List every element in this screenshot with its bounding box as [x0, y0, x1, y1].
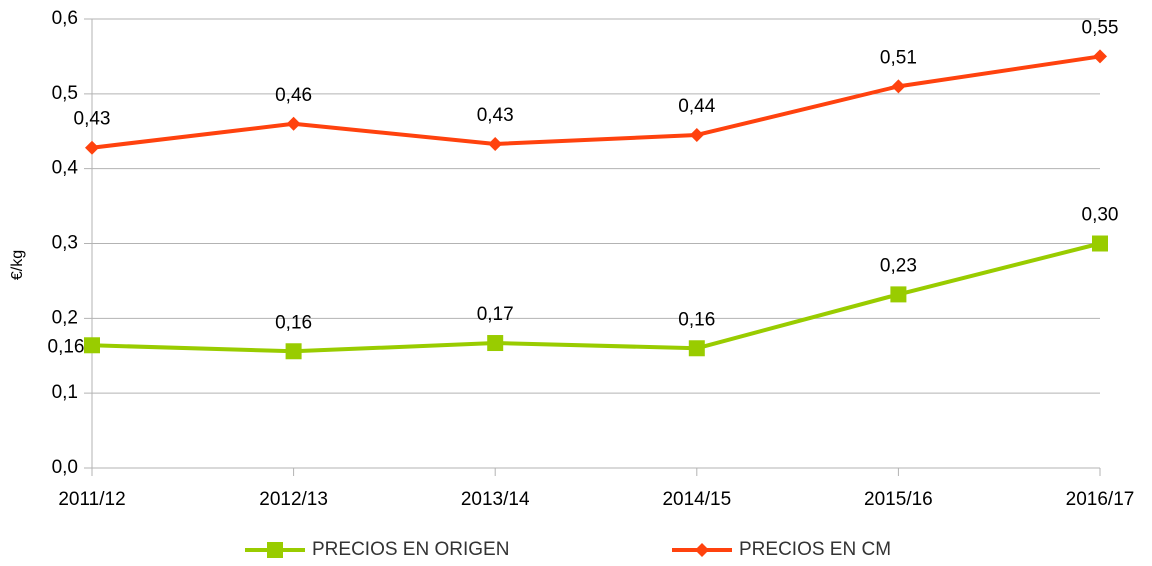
y-tick-label: 0,4 [52, 158, 79, 179]
data-point [84, 337, 100, 354]
data-label: 0,16 [678, 309, 715, 330]
data-point [286, 116, 301, 131]
data-label: 0,30 [1082, 205, 1119, 226]
x-tick-label: 2015/16 [864, 489, 933, 510]
data-point [890, 286, 907, 303]
data-point [688, 340, 705, 357]
data-label: 0,43 [74, 109, 111, 130]
y-axis-label: €/kg [9, 250, 26, 280]
data-label: 0,23 [880, 255, 917, 276]
data-point [1093, 49, 1107, 64]
x-tick-label: 2012/13 [259, 489, 328, 510]
y-tick-label: 0,1 [52, 382, 78, 403]
x-tick-label: 2011/12 [58, 489, 125, 510]
data-point [285, 343, 302, 360]
data-label: 0,16 [48, 336, 85, 357]
y-tick-label: 0,5 [52, 83, 78, 104]
y-tick-label: 0,0 [52, 457, 78, 478]
data-label: 0,51 [880, 47, 917, 68]
series-line [91, 54, 1101, 150]
data-label: 0,55 [1082, 17, 1119, 38]
data-point [488, 136, 503, 151]
x-tick-label: 2013/14 [461, 489, 530, 510]
data-label: 0,44 [678, 96, 715, 117]
data-label: 0,16 [275, 312, 312, 333]
series-line [91, 241, 1101, 354]
data-point [487, 335, 504, 352]
data-label: 0,43 [477, 105, 514, 126]
data-point [1092, 235, 1108, 252]
legend-marker [267, 542, 283, 558]
y-tick-label: 0,6 [52, 8, 78, 29]
x-tick-label: 2016/17 [1066, 489, 1135, 510]
data-label: 0,46 [275, 85, 312, 106]
data-point [689, 127, 704, 142]
data-label: 0,17 [477, 304, 514, 325]
data-point [85, 140, 99, 155]
legend-label: PRECIOS EN ORIGEN [312, 539, 509, 560]
data-point [891, 79, 906, 94]
legend-label: PRECIOS EN CM [739, 539, 891, 560]
x-tick-label: 2014/15 [662, 489, 731, 510]
y-tick-label: 0,3 [52, 233, 78, 254]
y-tick-label: 0,2 [52, 307, 78, 328]
legend-marker [695, 543, 709, 557]
